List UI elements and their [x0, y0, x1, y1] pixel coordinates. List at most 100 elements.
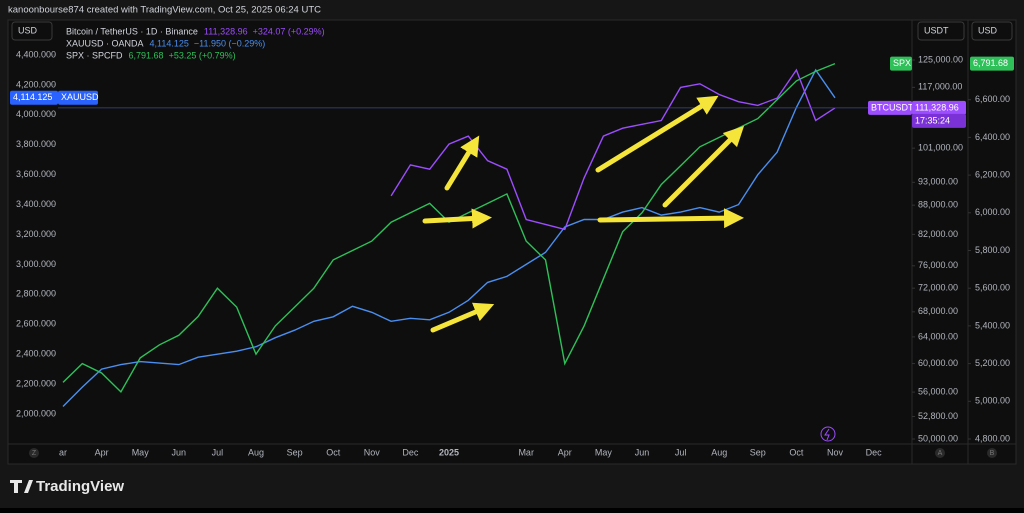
legend-value: 111,328.96: [204, 26, 248, 36]
axis-button-label: A: [938, 450, 943, 457]
y-tick-label: 5,400.00: [975, 320, 1010, 330]
price-label-box: [970, 56, 1014, 71]
logo: [10, 480, 33, 493]
y-tick-label: 82,000.00: [918, 229, 958, 239]
price-label: 111,328.96: [915, 102, 959, 112]
y-tick-label: 2,800.000: [16, 289, 56, 299]
price-tag: BTCUSDT: [871, 102, 914, 112]
y-tick-label: 3,600.000: [16, 169, 56, 179]
y-tick-label: 2,600.000: [16, 319, 56, 329]
price-label: 6,791.68: [973, 58, 1008, 68]
alert-icon-bolt: [824, 428, 830, 441]
price-tag: XAUUSD: [61, 92, 99, 102]
countdown: 17:35:24: [915, 115, 950, 125]
y-tick-label: 5,000.00: [975, 396, 1010, 406]
axis-button-label: B: [990, 450, 995, 457]
y-tick-label: 5,200.00: [975, 358, 1010, 368]
x-tick-label: May: [132, 447, 150, 457]
y-tick-label: 6,200.00: [975, 169, 1010, 179]
legend-value: 6,791.68: [129, 50, 164, 60]
unit-label: USDT: [924, 25, 949, 35]
annotation-arrows: [422, 95, 745, 333]
x-tick-label: Apr: [95, 447, 109, 457]
price-tag-box: [890, 56, 912, 71]
alert-icon[interactable]: [820, 426, 836, 442]
legend-change: +324.07 (+0.29%): [253, 26, 325, 36]
y-tick-label: 101,000.00: [918, 143, 963, 153]
y-tick-label: 52,800.00: [918, 411, 958, 421]
y-tick-label: 93,000.00: [918, 177, 958, 187]
x-tick-label: Dec: [866, 447, 883, 457]
y-tick-label: 72,000.00: [918, 283, 958, 293]
unit-button: [917, 21, 965, 41]
y-tick-label: 88,000.00: [918, 200, 958, 210]
footer: TradingView: [10, 478, 124, 495]
y-tick-label: 2,200.000: [16, 378, 56, 388]
y-tick-label: 117,000.00: [918, 82, 962, 92]
axis-button: [987, 448, 997, 458]
x-tick-label: ar: [59, 447, 67, 457]
y-tick-label: 4,800.00: [975, 433, 1010, 443]
y-tick-label: 50,000.00: [918, 433, 958, 443]
price-label: 4,114.125: [13, 92, 52, 102]
unit-label: USD: [18, 25, 38, 35]
x-tick-label: Nov: [827, 447, 844, 457]
y-tick-label: 3,200.000: [16, 229, 56, 239]
price-tag-box: [868, 100, 912, 115]
y-tick-label: 3,000.000: [16, 259, 56, 269]
x-tick-label: 2025: [439, 447, 459, 457]
x-tick-label: Jun: [172, 447, 187, 457]
arrow: [597, 208, 744, 229]
y-tick-label: 4,000.000: [16, 109, 56, 119]
unit-label: USD: [978, 25, 998, 35]
axis-button: [935, 448, 945, 458]
y-tick-label: 3,800.000: [16, 139, 56, 149]
series-line: [62, 68, 836, 407]
arrow: [422, 208, 492, 229]
legend-name: SPX · SPCFD: [66, 50, 123, 60]
arrow: [662, 125, 745, 208]
x-tick-label: Dec: [402, 447, 419, 457]
chart-pane: [7, 19, 1017, 465]
x-tick-label: Sep: [287, 447, 303, 457]
x-tick-label: Aug: [248, 447, 264, 457]
x-tick-label: Jul: [675, 447, 687, 457]
unit-button: [971, 21, 1013, 41]
arrow: [430, 302, 495, 333]
x-tick-label: Aug: [711, 447, 727, 457]
y-tick-label: 125,000.00: [918, 54, 963, 64]
y-tick-label: 2,000.000: [16, 408, 56, 418]
legend-name: XAUUSD · OANDA: [66, 38, 144, 48]
attribution: kanoonbourse874 created with TradingView…: [8, 5, 321, 16]
y-tick-label: 4,400.000: [16, 49, 56, 59]
x-tick-label: Oct: [326, 447, 341, 457]
y-tick-label: 60,000.00: [918, 358, 958, 368]
price-label-box: [912, 100, 966, 115]
y-tick-label: 6,000.00: [975, 207, 1010, 217]
brand: TradingView: [36, 478, 124, 495]
y-tick-label: 2,400.000: [16, 349, 56, 359]
price-tag-box: [58, 90, 98, 105]
legend-name: Bitcoin / TetherUS · 1D · Binance: [66, 26, 198, 36]
x-tick-label: Jun: [635, 447, 650, 457]
unit-button: [11, 21, 53, 41]
y-tick-label: 5,600.00: [975, 283, 1010, 293]
chart: USD USDT USD 2,000.000 2,200.000 2,400.000 2,6…: [10, 21, 1014, 458]
x-tick-label: Nov: [364, 447, 381, 457]
x-tick-label: Jul: [212, 447, 224, 457]
legend-change: −11.950 (−0.29%): [194, 38, 265, 48]
y-tick-label: 68,000.00: [918, 306, 958, 316]
legend-value: 4,114.125: [150, 38, 189, 48]
y-tick-label: 6,400.00: [975, 132, 1010, 142]
y-tick-label: 5,800.00: [975, 245, 1010, 255]
axis-button-label: Z: [32, 450, 37, 457]
x-tick-label: Sep: [750, 447, 766, 457]
arrow: [595, 95, 719, 173]
arrow: [444, 135, 480, 191]
x-tick-label: Oct: [789, 447, 804, 457]
countdown-box: [912, 113, 966, 128]
x-tick-label: Mar: [518, 447, 534, 457]
legend-change: +53.25 (+0.79%): [169, 50, 236, 60]
price-tag: SPX: [893, 58, 911, 68]
y-tick-label: 64,000.00: [918, 331, 958, 341]
